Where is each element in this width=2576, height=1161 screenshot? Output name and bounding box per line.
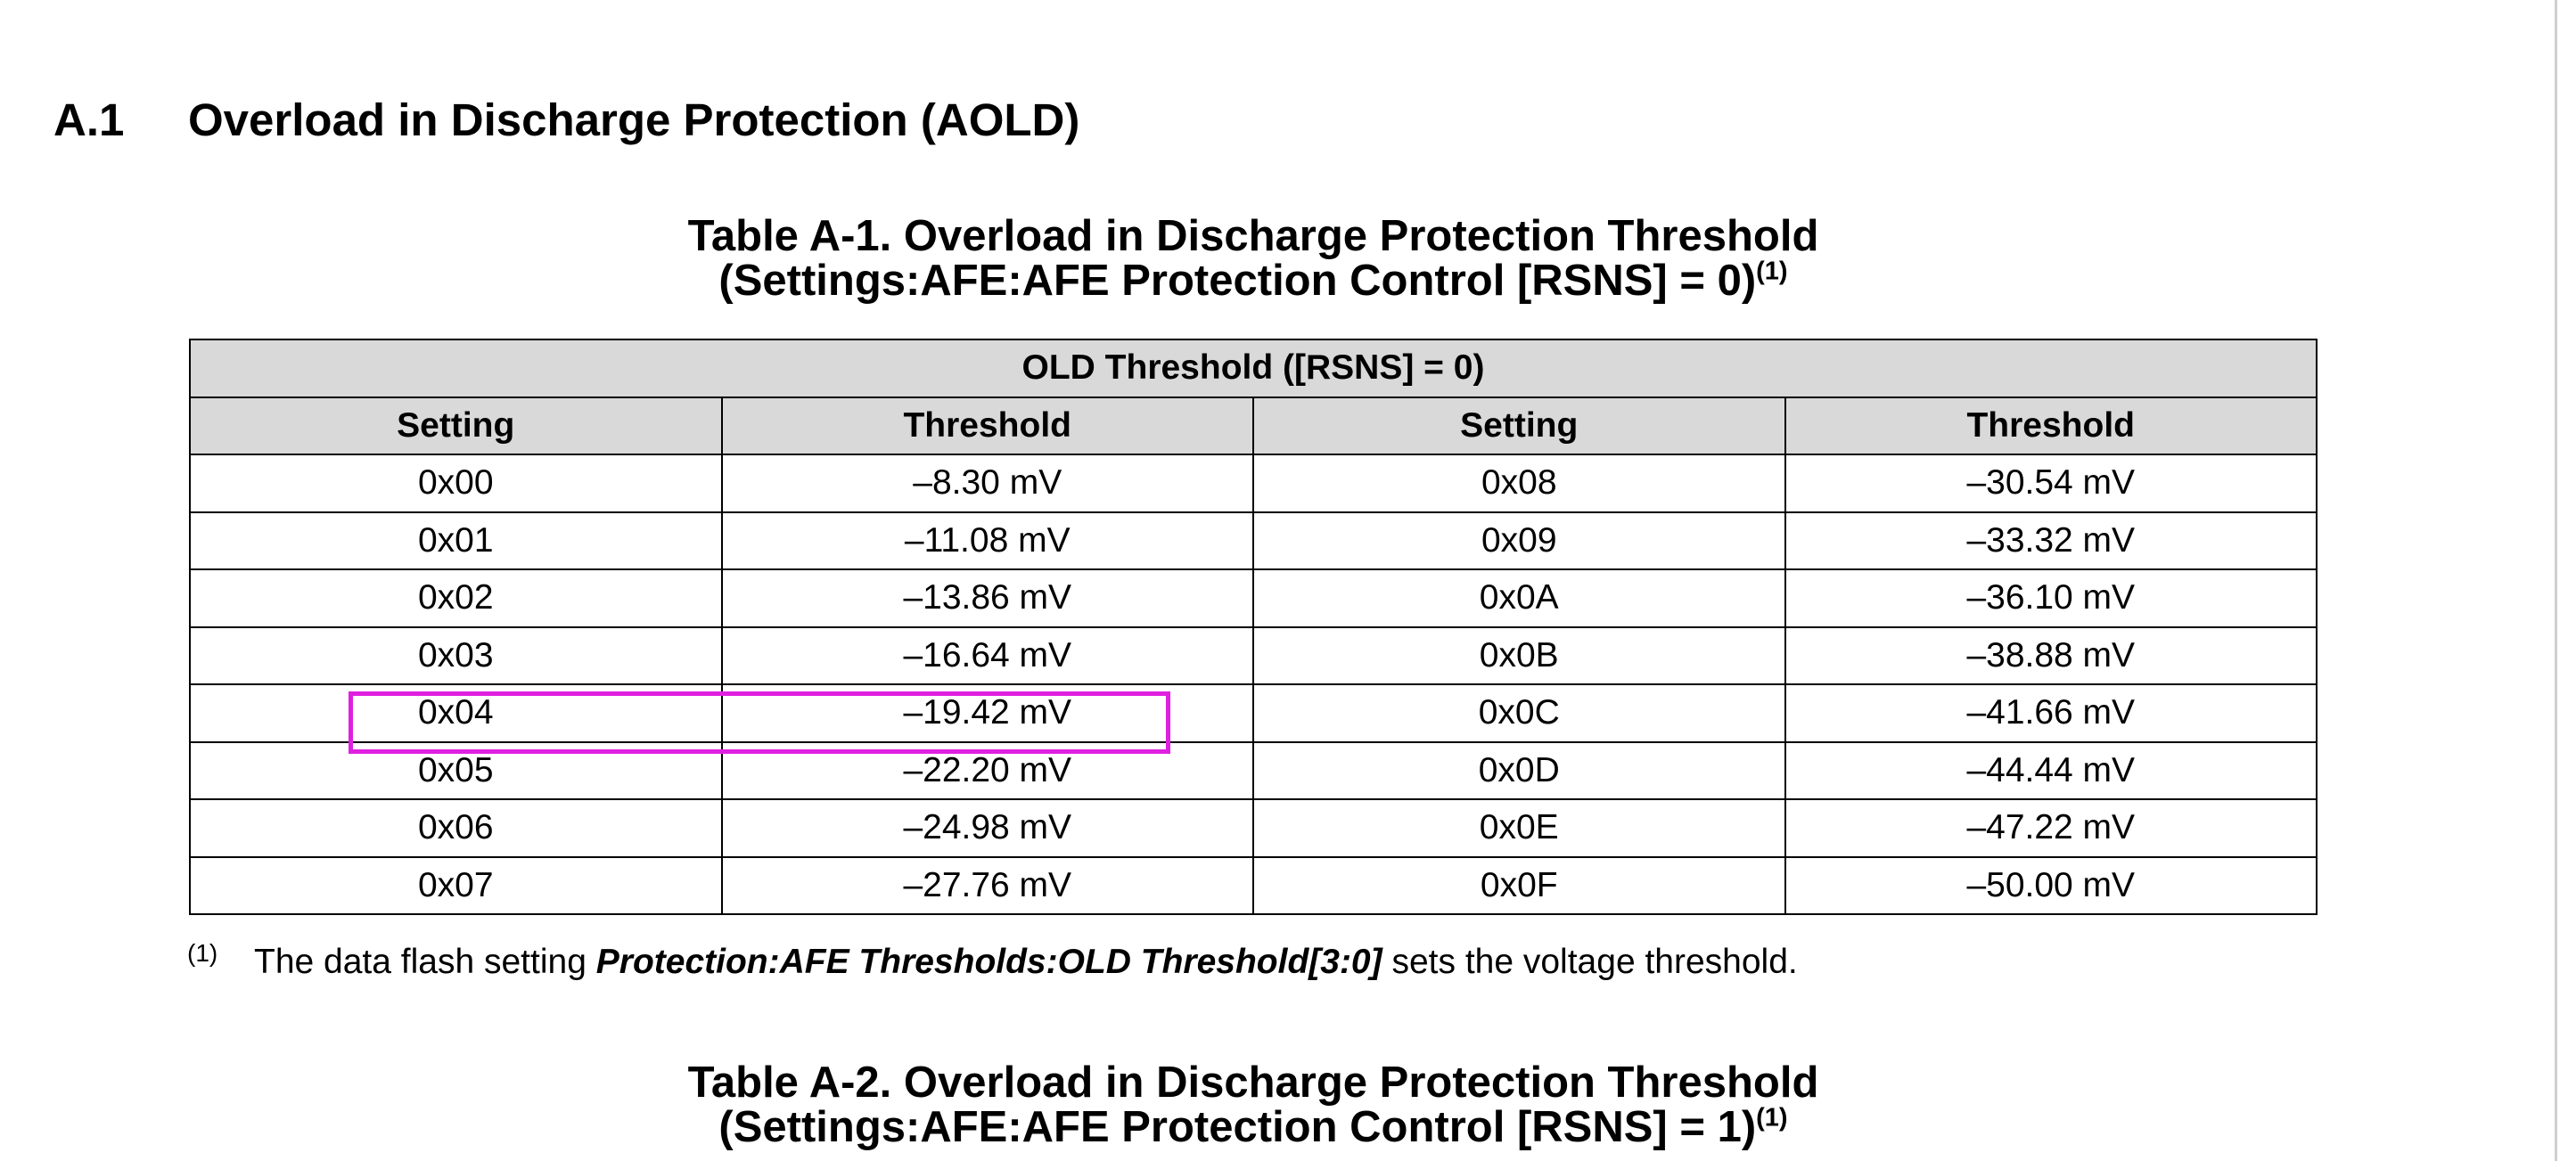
table-a2-caption-line1: Table A-2. Overload in Discharge Protect… <box>687 1059 1819 1107</box>
table-a2-caption: Table A-2. Overload in Discharge Protect… <box>189 1060 2318 1149</box>
table-group-header: OLD Threshold ([RSNS] = 0) <box>189 339 2318 398</box>
cell-setting: 0x0A <box>1252 568 1786 628</box>
cell-threshold: –33.32 mV <box>1784 511 2318 570</box>
table-a2-caption-line2-wrap: (Settings:AFE:AFE Protection Control [RS… <box>189 1105 2318 1149</box>
table-row: 0x04 –19.42 mV 0x0C –41.66 mV <box>189 683 2318 743</box>
section-title: Overload in Discharge Protection (AOLD) <box>188 94 1080 145</box>
cell-threshold: –38.88 mV <box>1784 625 2318 685</box>
cell-threshold: –44.44 mV <box>1784 740 2318 800</box>
footnote-text-after: sets the voltage threshold. <box>1382 943 1798 981</box>
cell-setting: 0x0F <box>1252 855 1786 915</box>
cell-setting: 0x0D <box>1252 740 1786 800</box>
column-header-setting-2: Setting <box>1252 396 1786 455</box>
cell-threshold: –22.20 mV <box>720 740 1254 800</box>
cell-threshold: –47.22 mV <box>1784 798 2318 858</box>
cell-setting: 0x0B <box>1252 625 1786 685</box>
footnote-data-flash-path: Protection:AFE Thresholds:OLD Threshold[… <box>595 943 1382 981</box>
table-row: 0x07 –27.76 mV 0x0F –50.00 mV <box>189 855 2318 915</box>
footnote-text-before: The data flash setting <box>254 943 596 981</box>
cell-threshold: –24.98 mV <box>720 798 1254 858</box>
cell-setting: 0x08 <box>1252 454 1786 513</box>
table-row: 0x02 –13.86 mV 0x0A –36.10 mV <box>189 568 2318 628</box>
footnote: (1) The data flash setting Protection:AFE… <box>187 940 1798 985</box>
cell-setting: 0x03 <box>189 625 723 685</box>
footnote-marker: (1) <box>187 939 218 967</box>
table-a1-caption-line2-wrap: (Settings:AFE:AFE Protection Control [RS… <box>189 258 2318 303</box>
table-a1-footnote-ref[interactable]: (1) <box>1756 257 1788 286</box>
cell-threshold: –11.08 mV <box>720 511 1254 570</box>
cell-setting: 0x05 <box>189 740 723 800</box>
cell-setting: 0x0E <box>1252 798 1786 858</box>
old-threshold-table: OLD Threshold ([RSNS] = 0) Setting Thres… <box>189 339 2318 915</box>
cell-setting: 0x06 <box>189 798 723 858</box>
table-row: 0x05 –22.20 mV 0x0D –44.44 mV <box>189 740 2318 800</box>
table-column-header-row: Setting Threshold Setting Threshold <box>189 396 2318 455</box>
cell-threshold: –30.54 mV <box>1784 454 2318 513</box>
cell-threshold: –50.00 mV <box>1784 855 2318 915</box>
table-row: 0x03 –16.64 mV 0x0B –38.88 mV <box>189 625 2318 685</box>
cell-setting: 0x07 <box>189 855 723 915</box>
table-body: 0x00 –8.30 mV 0x08 –30.54 mV 0x01 –11.08 mV 0x… <box>189 454 2318 915</box>
page-edge-divider <box>2555 0 2557 1161</box>
cell-threshold: –16.64 mV <box>720 625 1254 685</box>
table-row: 0x01 –11.08 mV 0x09 –33.32 mV <box>189 511 2318 570</box>
column-header-threshold-2: Threshold <box>1784 396 2318 455</box>
section-heading: A.1 Overload in Discharge Protection (AOL… <box>53 89 1079 151</box>
cell-threshold: –13.86 mV <box>720 568 1254 628</box>
table-a1-caption-line1: Table A-1. Overload in Discharge Protect… <box>687 212 1819 260</box>
cell-threshold: –41.66 mV <box>1784 683 2318 743</box>
section-number: A.1 <box>53 94 125 145</box>
table-row: 0x06 –24.98 mV 0x0E –47.22 mV <box>189 798 2318 858</box>
table-a1-caption: Table A-1. Overload in Discharge Protect… <box>189 214 2318 303</box>
cell-threshold: –19.42 mV <box>720 683 1254 743</box>
cell-setting: 0x00 <box>189 454 723 513</box>
cell-setting: 0x09 <box>1252 511 1786 570</box>
table-a2-footnote-ref[interactable]: (1) <box>1756 1103 1788 1132</box>
cell-setting: 0x01 <box>189 511 723 570</box>
table-row: 0x00 –8.30 mV 0x08 –30.54 mV <box>189 454 2318 513</box>
cell-threshold: –27.76 mV <box>720 855 1254 915</box>
column-header-threshold-1: Threshold <box>720 396 1254 455</box>
cell-threshold: –36.10 mV <box>1784 568 2318 628</box>
column-header-setting-1: Setting <box>189 396 723 455</box>
cell-setting: 0x02 <box>189 568 723 628</box>
table-a1-caption-line2: (Settings:AFE:AFE Protection Control [RS… <box>718 257 1757 305</box>
table-group-header-row: OLD Threshold ([RSNS] = 0) <box>189 339 2318 398</box>
cell-threshold: –8.30 mV <box>720 454 1254 513</box>
table-a2-caption-line2: (Settings:AFE:AFE Protection Control [RS… <box>718 1103 1757 1151</box>
cell-setting: 0x04 <box>189 683 723 743</box>
cell-setting: 0x0C <box>1252 683 1786 743</box>
